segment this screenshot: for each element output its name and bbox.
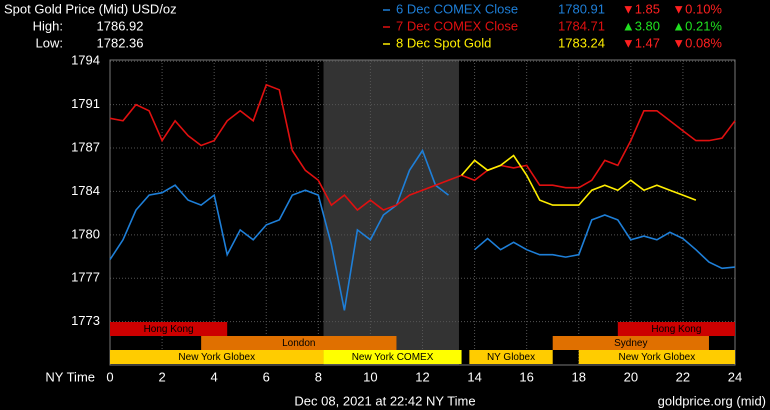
x-tick-label: 8: [315, 369, 322, 384]
x-tick-label: 2: [158, 369, 165, 384]
session-bar: [578, 350, 735, 364]
y-tick-label: 1794: [71, 53, 100, 68]
x-tick-label: 20: [624, 369, 638, 384]
session-label: Sydney: [614, 338, 647, 349]
y-tick-label: 1787: [71, 139, 100, 154]
footer-date: Dec 08, 2021 at 22:42 NY Time: [294, 393, 475, 408]
high-label: High:: [33, 18, 63, 33]
low-value: 1782.36: [97, 35, 144, 50]
price-line: [109, 83, 736, 212]
x-tick-label: 4: [211, 369, 218, 384]
legend-change: ▼1.47: [622, 35, 660, 50]
legend-change-pct: ▼0.08%: [672, 35, 722, 50]
session-bar: [110, 322, 228, 336]
session-label: New York COMEX: [352, 352, 434, 363]
y-tick-label: 1791: [71, 96, 100, 111]
legend-close: 1783.24: [558, 35, 605, 50]
legend-change: ▼1.85: [622, 1, 660, 16]
session-label: London: [282, 338, 315, 349]
session-bar: [552, 336, 709, 350]
x-tick-label: 22: [676, 369, 690, 384]
x-tick-label: 12: [415, 369, 429, 384]
x-tick-label: 16: [519, 369, 533, 384]
plot-border: [109, 59, 736, 366]
x-tick-label: 10: [363, 369, 377, 384]
session-bar: [201, 336, 397, 350]
session-label: NY Globex: [487, 352, 535, 363]
high-value: 1786.92: [97, 18, 144, 33]
legend-close: 1784.71: [558, 18, 605, 33]
legend-close: 1780.91: [558, 1, 605, 16]
session-label: New York Globex: [619, 352, 696, 363]
session-label: Hong Kong: [144, 324, 194, 335]
footer-source: goldprice.org (mid): [658, 393, 766, 408]
legend-name: 8 Dec Spot Gold: [396, 35, 491, 50]
x-tick-label: 24: [728, 369, 742, 384]
session-label: New York Globex: [178, 352, 255, 363]
legend-change: ▲3.80: [622, 18, 660, 33]
y-tick-label: 1784: [71, 183, 100, 198]
legend-change-pct: ▲0.21%: [672, 18, 722, 33]
y-tick-label: 1780: [71, 226, 100, 241]
price-line: [109, 148, 736, 311]
legend-name: 7 Dec COMEX Close: [396, 18, 518, 33]
legend-change-pct: ▼0.10%: [672, 1, 722, 16]
chart-title: Spot Gold Price (Mid) USD/oz: [4, 1, 177, 16]
x-tick-label: 14: [467, 369, 481, 384]
session-bar: [323, 350, 462, 364]
session-label: Hong Kong: [651, 324, 701, 335]
low-label: Low:: [36, 35, 63, 50]
session-bar: [110, 350, 324, 364]
x-tick-label: 0: [106, 369, 113, 384]
session-bar: [617, 322, 735, 336]
y-tick-label: 1773: [71, 313, 100, 328]
price-line: [460, 154, 697, 206]
x-axis-label: NY Time: [45, 369, 95, 384]
x-tick-label: 6: [263, 369, 270, 384]
y-tick-label: 1777: [71, 270, 100, 285]
session-bar: [469, 350, 553, 364]
legend-name: 6 Dec COMEX Close: [396, 1, 518, 16]
x-tick-label: 18: [572, 369, 586, 384]
comex-highlight: [323, 60, 459, 365]
